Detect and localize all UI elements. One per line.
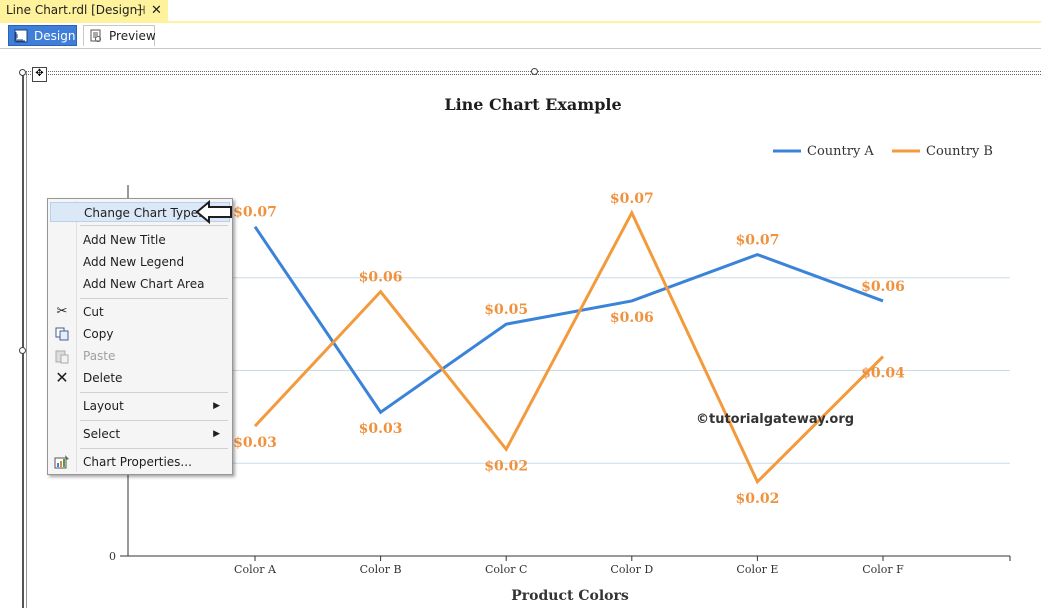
data-label: $0.05 [484, 302, 528, 318]
tab-design[interactable]: Design [8, 25, 77, 46]
menu-item-copy[interactable]: Copy [50, 324, 230, 344]
data-label: $0.07 [610, 191, 654, 207]
submenu-arrow-icon: ▶ [213, 429, 220, 439]
watermark-text: ©tutorialgateway.org [696, 412, 854, 427]
resize-handle[interactable] [19, 347, 26, 354]
menu-item-label: Chart Properties... [83, 455, 192, 469]
chart-title[interactable]: Line Chart Example [444, 95, 621, 114]
scissors-icon: ✂ [56, 304, 68, 319]
chart-context-menu: Change Chart Type... Add New Title Add N… [47, 198, 233, 475]
y-tick-label: 0 [109, 550, 116, 563]
pin-icon[interactable]: ⊣ [135, 3, 146, 17]
preview-page-icon [90, 29, 101, 42]
resize-handle[interactable] [531, 68, 538, 75]
menu-item-paste[interactable]: Paste [50, 346, 230, 366]
menu-item-label: Delete [83, 371, 123, 385]
x-tick-label: Color B [360, 563, 402, 576]
data-label: $0.06 [359, 270, 403, 286]
menu-separator [80, 225, 228, 226]
menu-item-add-new-title[interactable]: Add New Title [50, 230, 230, 250]
legend-label-country-a: Country A [807, 144, 874, 159]
menu-item-cut[interactable]: ✂ Cut [50, 302, 230, 322]
menu-icon-gutter [76, 201, 77, 472]
menu-item-label: Add New Chart Area [83, 277, 205, 291]
data-label: $0.06 [861, 279, 905, 295]
menu-separator [80, 298, 228, 299]
chart-properties-icon [54, 455, 69, 469]
x-tick-label: Color D [610, 563, 653, 576]
data-label: $0.03 [233, 435, 277, 451]
menu-separator [80, 420, 228, 421]
delete-x-icon: ✕ [55, 368, 69, 387]
data-label: $0.07 [735, 233, 779, 249]
document-tab-title: Line Chart.rdl [Design] [6, 3, 142, 17]
data-label: $0.04 [861, 366, 905, 382]
legend-label-country-b: Country B [926, 144, 993, 159]
menu-item-layout[interactable]: Layout ▶ [50, 396, 230, 416]
data-label: $0.06 [610, 310, 654, 326]
close-icon[interactable]: ✕ [151, 3, 162, 18]
menu-item-chart-properties[interactable]: Chart Properties... [50, 452, 230, 472]
series-line-country-b[interactable] [253, 209, 885, 485]
menu-item-label: Select [83, 427, 121, 441]
pointer-arrow-icon [195, 199, 232, 225]
tab-preview-label: Preview [109, 29, 156, 43]
menu-separator [80, 448, 228, 449]
tab-design-label: Design [34, 29, 76, 43]
document-tab[interactable]: Line Chart.rdl [Design] ⊣ ✕ [0, 0, 168, 21]
move-handle-icon[interactable]: ✥ [32, 67, 47, 82]
tab-preview[interactable]: Preview [83, 25, 156, 46]
menu-item-label: Copy [83, 327, 114, 341]
data-label: $0.07 [233, 205, 277, 221]
menu-item-select[interactable]: Select ▶ [50, 424, 230, 444]
menu-item-label: Add New Legend [83, 255, 185, 269]
series-line-country-a[interactable] [253, 225, 884, 415]
submenu-arrow-icon: ▶ [213, 401, 220, 411]
resize-handle[interactable] [19, 69, 26, 76]
data-label: $0.02 [484, 458, 528, 474]
menu-item-label: Add New Title [83, 233, 166, 247]
design-ruler-icon [14, 29, 28, 43]
paste-icon [55, 350, 69, 364]
menu-item-label: Layout [83, 399, 124, 413]
menu-item-add-new-legend[interactable]: Add New Legend [50, 252, 230, 272]
menu-item-delete[interactable]: ✕ Delete [50, 368, 230, 388]
menu-item-change-chart-type[interactable]: Change Chart Type... [50, 202, 230, 222]
report-body-border [26, 72, 27, 608]
x-axis-title: Product Colors [511, 588, 629, 604]
x-tick-label: Color E [736, 563, 778, 576]
x-tick-label: Color A [234, 563, 277, 576]
view-tab-bar: Design Preview [0, 23, 1041, 49]
data-label: $0.02 [735, 491, 779, 507]
tab-strip-rule [0, 21, 1041, 23]
copy-icon [55, 327, 69, 341]
menu-item-label: Cut [83, 305, 104, 319]
design-surface-border [22, 72, 24, 608]
x-tick-label: Color F [862, 563, 904, 576]
menu-item-add-new-chart-area[interactable]: Add New Chart Area [50, 274, 230, 294]
menu-item-label: Change Chart Type... [84, 206, 210, 220]
data-label: $0.03 [359, 421, 403, 437]
menu-separator [80, 392, 228, 393]
menu-item-label: Paste [83, 349, 116, 363]
x-tick-label: Color C [485, 563, 527, 576]
